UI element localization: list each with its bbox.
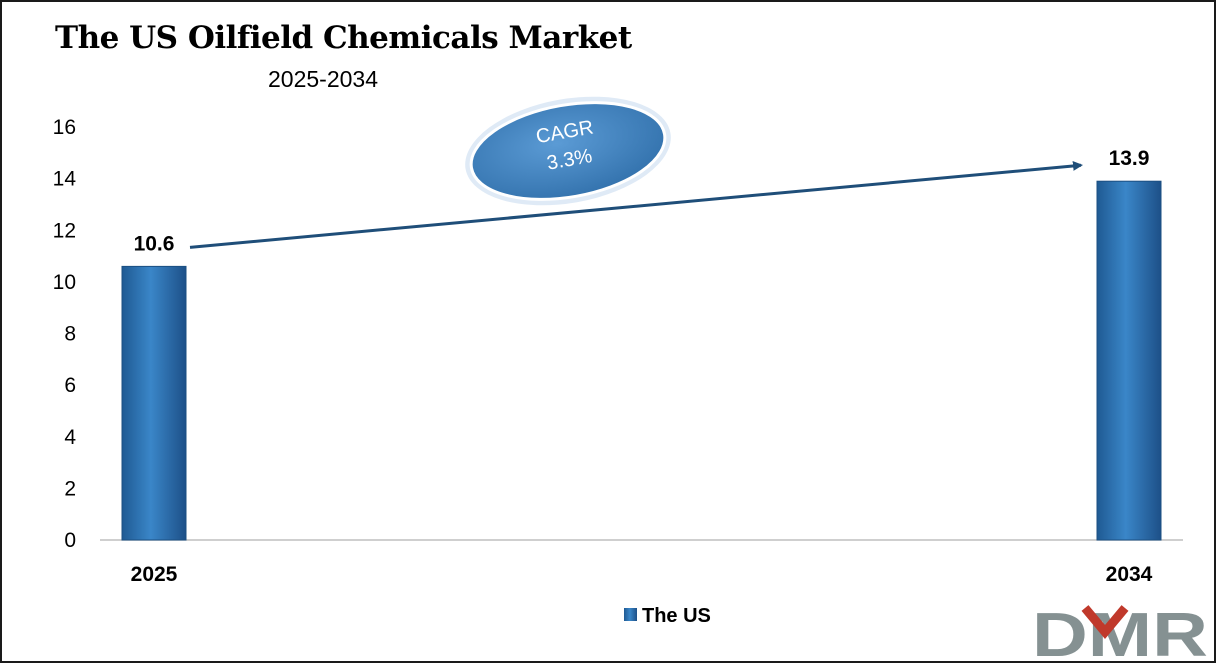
cagr-arrow: [189, 160, 1083, 249]
y-tick-label: 2: [64, 477, 76, 500]
y-tick-label: 16: [53, 116, 76, 139]
y-tick-label: 12: [53, 219, 76, 242]
legend: The US: [624, 605, 711, 627]
x-tick-label: 2034: [1106, 563, 1153, 586]
chart-subtitle: 2025-2034: [268, 66, 378, 92]
legend-swatch: [624, 608, 637, 621]
y-tick-label: 4: [64, 426, 76, 449]
y-tick-label: 14: [53, 168, 77, 191]
cagr-badge: CAGR 3.3%: [465, 96, 671, 206]
x-tick-label: 2025: [131, 563, 178, 586]
y-axis: 0 2 4 6 8 10 12 14 16: [53, 116, 77, 552]
y-tick-label: 10: [53, 271, 76, 294]
y-tick-label: 0: [64, 529, 76, 552]
legend-label: The US: [642, 605, 711, 627]
y-tick-label: 8: [64, 323, 76, 346]
data-labels: 10.6 13.9: [134, 147, 1150, 255]
data-label: 10.6: [134, 232, 175, 255]
bars: [121, 180, 1162, 541]
x-axis-labels: 2025 2034: [131, 563, 1153, 586]
bar: [121, 265, 187, 541]
data-label: 13.9: [1109, 147, 1150, 170]
dmr-logo: DMR: [1032, 601, 1208, 663]
chart-title: The US Oilfield Chemicals Market: [55, 20, 632, 56]
y-tick-label: 6: [64, 374, 76, 397]
bar: [1096, 180, 1162, 541]
